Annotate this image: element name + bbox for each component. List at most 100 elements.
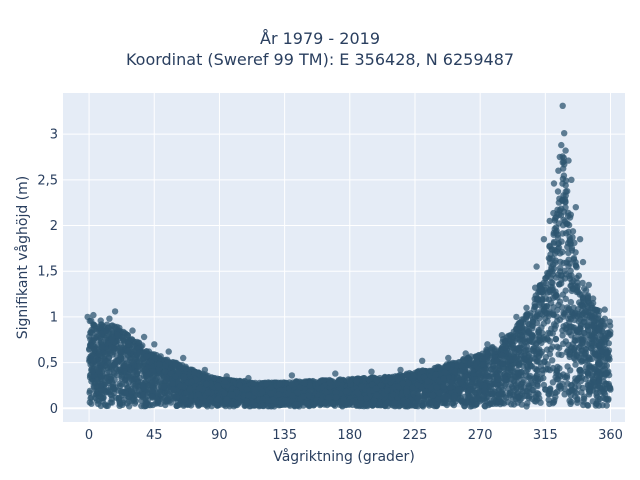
data-point [595,342,602,349]
data-point [549,357,556,364]
data-point [391,399,398,407]
data-point [565,249,572,256]
data-point [449,399,457,407]
data-point [499,360,506,367]
data-point [539,366,546,374]
data-point [454,374,462,382]
data-point [566,353,573,361]
data-point [565,341,572,348]
data-point [174,402,181,409]
data-point [307,387,315,394]
data-point [376,401,383,408]
data-point [488,388,495,396]
data-point [554,388,561,395]
data-point [561,311,568,318]
chart-subtitle: Koordinat (Sweref 99 TM): E 356428, N 62… [125,50,515,69]
data-point [565,329,572,336]
data-point [149,387,156,395]
data-point [543,280,550,287]
data-point [214,402,221,409]
data-point [580,315,587,322]
data-point [562,230,570,237]
data-point [596,384,604,392]
data-point [187,398,194,405]
data-point [556,344,563,352]
data-point [125,371,132,378]
data-point [559,291,567,298]
data-point [363,395,370,402]
data-point [116,366,123,373]
data-point [116,348,124,355]
data-point [534,382,541,390]
data-point [228,401,235,408]
data-point [103,369,111,377]
data-point [579,279,586,287]
data-point [425,398,433,405]
data-point [541,303,549,310]
data-point [164,356,171,363]
data-point [506,355,513,363]
data-point [567,367,574,374]
data-point [584,292,592,299]
data-point [107,349,114,357]
data-point [440,382,447,390]
data-point [135,339,143,346]
data-point [603,335,610,343]
data-point [555,351,562,358]
data-point [554,317,561,325]
data-point [562,188,569,195]
data-point [531,355,539,362]
data-point [556,264,564,272]
data-point [545,296,553,303]
data-point [566,236,574,243]
data-point [529,318,536,325]
data-point [580,398,587,405]
data-point [421,394,428,402]
data-point [572,337,579,345]
data-point [567,382,575,389]
data-point [579,303,587,310]
data-point [544,289,551,296]
data-point [363,401,370,408]
data-point [560,323,567,330]
data-point [448,379,455,386]
data-point [487,383,495,390]
data-point [570,312,578,319]
chart-title-block: År 1979 - 2019 Koordinat (Sweref 99 TM):… [0,28,640,70]
data-point [549,268,556,275]
data-point [562,177,570,184]
data-point [477,380,484,387]
data-point [515,348,522,356]
data-point [561,374,569,381]
data-point [570,346,578,353]
data-point [399,397,407,405]
data-point [542,309,549,316]
data-point [560,158,567,165]
data-point [146,358,153,366]
data-point [482,366,489,373]
data-point [94,400,102,407]
data-point [244,398,251,406]
data-point [170,393,177,400]
data-point [124,384,131,392]
data-point [486,373,493,380]
data-point [519,332,526,339]
data-point [574,306,582,313]
data-point [565,209,572,216]
data-point [396,403,403,410]
data-point [499,338,506,346]
data-points [84,102,614,410]
data-point [165,391,173,398]
data-point [556,281,563,288]
data-point [607,328,614,335]
data-point [535,296,542,303]
data-point [471,402,478,409]
data-point [98,343,106,351]
data-point [128,336,136,343]
data-point [488,349,495,357]
data-point [177,382,184,390]
data-point [525,337,533,344]
data-point [549,286,556,294]
data-point [544,361,551,368]
data-point [579,339,586,347]
